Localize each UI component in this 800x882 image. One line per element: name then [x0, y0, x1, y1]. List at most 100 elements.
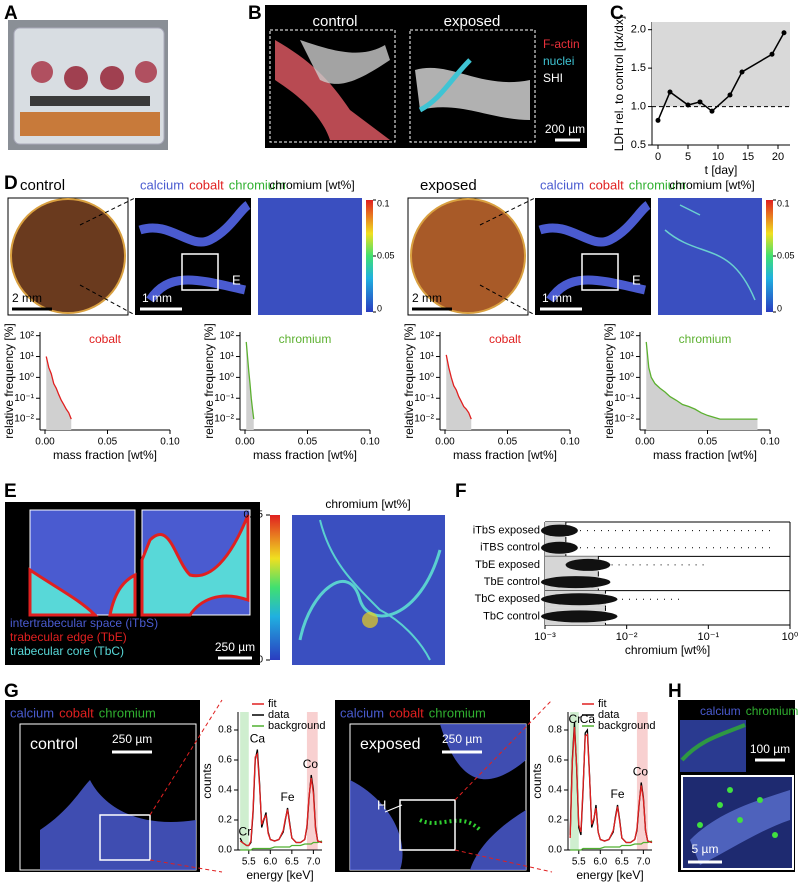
legend-label: background — [598, 720, 656, 732]
channel-label: chromium — [99, 705, 156, 720]
row-label: TbE exposed — [475, 559, 540, 571]
channel-label: calcium — [340, 705, 384, 720]
colorbar-label: 0 — [377, 303, 382, 313]
y-tick-label: 10⁰ — [619, 372, 634, 383]
legend-label: data — [268, 709, 290, 721]
panel-label: B — [248, 3, 262, 24]
x-tick-label: 7.0 — [306, 857, 320, 868]
y-tick-label: 2.0 — [631, 24, 646, 36]
x-tick-label: 5.5 — [572, 857, 586, 868]
chromium-map — [258, 198, 362, 315]
y-tick-label: 10⁻¹ — [614, 393, 634, 404]
x-tick-label: 0.00 — [635, 437, 655, 448]
channel-label: chromium — [746, 704, 799, 718]
y-tick-label: 10¹ — [20, 351, 35, 362]
x-tick-label: 0.00 — [35, 437, 55, 448]
y-tick-label: 10² — [220, 330, 235, 341]
swarm-core — [541, 576, 611, 589]
y-tick-label: 10² — [620, 330, 635, 341]
y-tick-label: 0.0 — [548, 845, 562, 856]
inset-label: E — [232, 272, 241, 287]
zoom-line — [79, 284, 136, 316]
inset-box — [581, 253, 619, 291]
spectrum-line — [240, 840, 323, 851]
y-axis-label: LDH rel. to control [dx/dx] — [612, 16, 626, 151]
y-tick-label: 10⁰ — [19, 372, 34, 383]
data-point — [769, 51, 775, 57]
x-tick-label: 0.05 — [98, 437, 118, 448]
peak-label: Fe — [611, 787, 625, 801]
legend-label: F-actin — [543, 37, 580, 51]
y-tick-label: 10¹ — [420, 351, 435, 362]
row-label: iTbS exposed — [473, 524, 540, 536]
swarm-core — [541, 541, 578, 554]
x-tick-label: 6.5 — [285, 857, 299, 868]
colorbar-label: 0.1 — [777, 198, 790, 208]
data-point — [685, 102, 691, 108]
y-tick-label: 1.5 — [631, 62, 646, 74]
x-axis-label: energy [keV] — [246, 868, 313, 882]
segmentation-e — [5, 502, 260, 665]
chart-title: chromium — [279, 332, 332, 346]
channel-label: chromium — [429, 705, 486, 720]
channel-label: cobalt — [389, 705, 424, 720]
scale-bar-label: 2 mm — [12, 291, 42, 305]
calcium-region — [40, 780, 196, 870]
colorbar-label: 0 — [777, 303, 782, 313]
y-tick-label: 10⁻¹ — [14, 393, 34, 404]
y-tick-label: 0.8 — [548, 725, 562, 736]
element-band — [636, 712, 648, 850]
scale-bar-label: 100 µm — [750, 742, 790, 756]
scale-bar-label: 250 µm — [112, 732, 152, 746]
x-tick-label: 10⁻¹ — [697, 631, 719, 643]
swarm-core — [541, 593, 618, 606]
condition-label: control — [20, 177, 65, 194]
y-tick-label: 10⁰ — [219, 372, 234, 383]
x-tick-label: 0.10 — [360, 437, 380, 448]
channel-label: calcium — [140, 177, 184, 192]
chromium-map-e — [270, 515, 445, 665]
x-tick-label: 10⁻² — [616, 631, 638, 643]
x-tick-label: 7.0 — [636, 857, 650, 868]
map-title: chromium [wt%] — [669, 178, 754, 192]
zoom-line — [454, 699, 553, 801]
condition-label: control — [30, 736, 78, 753]
panel-label: H — [668, 681, 682, 702]
swarm-core — [541, 610, 618, 623]
x-tick-label: 0.05 — [298, 437, 318, 448]
chromium-map — [658, 198, 762, 315]
data-line — [245, 341, 255, 420]
chart-title: chromium — [679, 332, 732, 346]
y-tick-label: 10⁻¹ — [414, 393, 434, 404]
zoom-line — [454, 849, 553, 873]
y-tick-label: 0.2 — [548, 815, 562, 826]
y-tick-label: 0.5 — [631, 139, 646, 151]
y-tick-label: 0.4 — [218, 785, 232, 796]
peak-label: Fe — [281, 790, 295, 804]
legend-label: data — [598, 709, 620, 721]
spectrum-line — [239, 752, 323, 847]
legend-label: nuclei — [543, 54, 574, 68]
condition-label: exposed — [420, 177, 477, 194]
scale-bar-label: 2 mm — [412, 291, 442, 305]
data-line — [45, 356, 72, 420]
data-point — [667, 89, 673, 95]
x-tick-label: 10 — [712, 151, 724, 163]
data-point — [739, 69, 745, 75]
x-axis-label: mass fraction [wt%] — [653, 448, 757, 462]
pointer — [384, 804, 403, 813]
calcium-region — [350, 724, 526, 870]
channel-label: calcium — [10, 705, 54, 720]
zoom-line — [479, 197, 536, 226]
scale-bar-label: 1 mm — [542, 291, 572, 305]
channel-label: calcium — [540, 177, 584, 192]
x-tick-label: 0 — [655, 151, 661, 163]
photo-device — [8, 20, 168, 150]
scale-bar-label: 1 mm — [142, 291, 172, 305]
peak-label: Co — [633, 765, 649, 779]
area-fill — [46, 356, 72, 430]
x-tick-label: 10⁰ — [782, 631, 799, 643]
shaded-region — [652, 22, 790, 107]
scale-bar-label: 200 µm — [545, 122, 585, 136]
colorbar — [766, 200, 773, 312]
